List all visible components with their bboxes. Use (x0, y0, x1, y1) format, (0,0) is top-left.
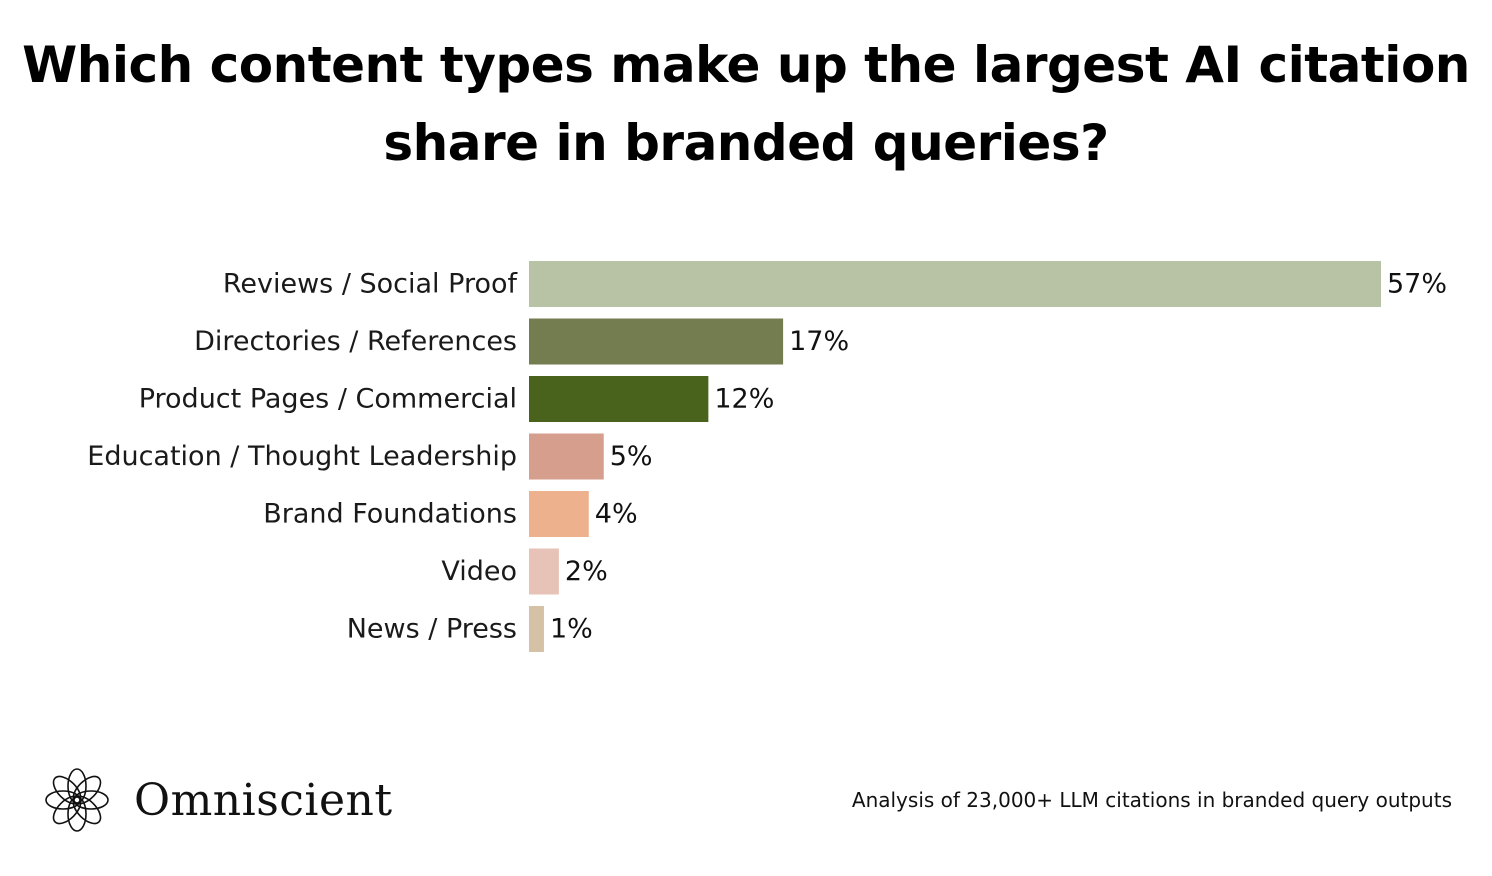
bar-6 (529, 606, 544, 652)
value-label-0: 57% (1387, 269, 1447, 300)
omniscient-knot-logo-icon (45, 768, 109, 832)
value-label-4: 4% (595, 499, 638, 530)
chart-title-line-1: Which content types make up the largest … (22, 36, 1470, 94)
bar-chart: Reviews / Social Proof 57% Directories / R… (87, 261, 1447, 652)
category-label-6: News / Press (347, 614, 517, 645)
value-label-5: 2% (565, 556, 608, 587)
category-label-3: Education / Thought Leadership (87, 441, 517, 472)
value-label-6: 1% (550, 614, 593, 645)
bar-4 (529, 491, 589, 537)
brand-logo: Omniscient (42, 762, 393, 838)
value-label-3: 5% (610, 441, 653, 472)
value-label-2: 12% (714, 384, 774, 415)
category-label-0: Reviews / Social Proof (223, 269, 519, 300)
chart-title: Which content types make up the largest … (0, 26, 1492, 182)
chart-title-line-2: share in branded queries? (383, 114, 1109, 172)
bar-2 (529, 376, 709, 422)
source-footnote: Analysis of 23,000+ LLM citations in bra… (851, 788, 1452, 812)
brand-name: Omniscient (134, 774, 393, 826)
category-label-4: Brand Foundations (263, 499, 517, 530)
category-label-2: Product Pages / Commercial (139, 384, 517, 415)
bar-3 (529, 433, 604, 480)
category-label-1: Directories / References (194, 326, 517, 357)
bar-5 (529, 548, 559, 595)
category-label-5: Video (441, 556, 517, 587)
bar-1 (529, 318, 784, 365)
value-label-1: 17% (789, 326, 849, 357)
bar-0 (529, 261, 1381, 307)
